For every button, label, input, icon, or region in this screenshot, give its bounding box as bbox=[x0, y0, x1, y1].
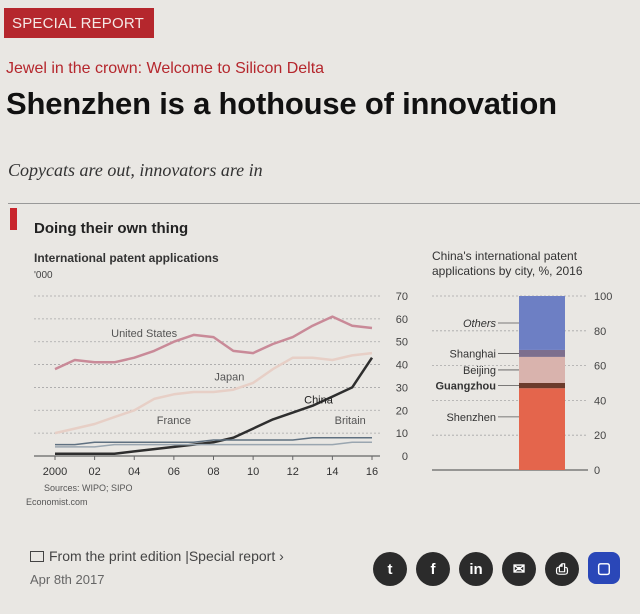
y-tick-label: 50 bbox=[396, 337, 408, 349]
article-headline: Shenzhen is a hothouse of innovation bbox=[6, 86, 557, 121]
x-tick-label: 02 bbox=[89, 466, 101, 478]
email-share-button[interactable]: ✉ bbox=[502, 552, 536, 586]
bar-segment-shenzhen bbox=[519, 388, 565, 470]
x-tick-label: 06 bbox=[168, 466, 180, 478]
bar-tick-label: 0 bbox=[594, 465, 600, 477]
x-tick-label: 04 bbox=[128, 466, 140, 478]
bar-segment-label: Beijing bbox=[463, 365, 496, 377]
chart-brand: Economist.com bbox=[26, 497, 88, 507]
bar-segment-label: Shanghai bbox=[450, 348, 497, 360]
y-tick-label: 10 bbox=[396, 428, 408, 440]
bar-segment-beijing bbox=[519, 356, 565, 383]
print-edition-link[interactable]: From the print edition |Special report › bbox=[30, 548, 284, 564]
series-label: China bbox=[304, 394, 334, 406]
chart-figure: Doing their own thing International paten… bbox=[0, 196, 640, 526]
bar-chart-subtitle-line2: applications by city, %, 2016 bbox=[432, 264, 583, 278]
x-tick-label: 16 bbox=[366, 466, 378, 478]
special-report-link[interactable]: Special report bbox=[188, 548, 276, 564]
facebook-icon: f bbox=[430, 560, 436, 578]
y-tick-label: 40 bbox=[396, 360, 408, 372]
bar-segment-label: Shenzhen bbox=[446, 412, 496, 424]
divider bbox=[8, 203, 640, 204]
bar-segment-guangzhou bbox=[519, 383, 565, 389]
series-label: France bbox=[157, 415, 191, 427]
bar-segment-shanghai bbox=[519, 349, 565, 357]
bar-tick-label: 40 bbox=[594, 395, 606, 407]
bar-tick-label: 100 bbox=[594, 291, 612, 303]
publish-date: Apr 8th 2017 bbox=[30, 572, 105, 587]
x-tick-label: 08 bbox=[207, 466, 219, 478]
bar-chart-subtitle-line1: China's international patent bbox=[432, 249, 578, 263]
share-bar: t f in ✉ ⎙ ▢ bbox=[373, 552, 620, 586]
linkedin-share-button[interactable]: in bbox=[459, 552, 493, 586]
chevron-right-icon: › bbox=[279, 548, 284, 564]
x-tick-label: 14 bbox=[326, 466, 338, 478]
series-label: Britain bbox=[335, 415, 366, 427]
series-line-france bbox=[55, 436, 372, 446]
x-tick-label: 12 bbox=[287, 466, 299, 478]
chart-sources: Sources: WIPO; SIPO bbox=[44, 483, 133, 493]
print-icon: ⎙ bbox=[555, 560, 568, 578]
print-edition-icon bbox=[30, 550, 44, 562]
line-chart-subtitle: International patent applications bbox=[34, 251, 219, 265]
series-line-united-states bbox=[54, 315, 373, 371]
comment-button[interactable]: ▢ bbox=[588, 552, 620, 584]
print-button[interactable]: ⎙ bbox=[545, 552, 579, 586]
y-tick-label: 60 bbox=[396, 314, 408, 326]
y-tick-label: 0 bbox=[402, 451, 408, 463]
x-tick-label: 10 bbox=[247, 466, 259, 478]
article-kicker: Jewel in the crown: Welcome to Silicon D… bbox=[6, 60, 325, 77]
series-label: United States bbox=[111, 328, 178, 340]
bar-tick-label: 20 bbox=[594, 430, 606, 442]
y-tick-label: 70 bbox=[396, 291, 408, 303]
chart-title: Doing their own thing bbox=[34, 220, 188, 237]
y-tick-label: 20 bbox=[396, 405, 408, 417]
chart-svg: Doing their own thing International paten… bbox=[10, 208, 612, 507]
bar-segment-others bbox=[519, 296, 565, 350]
series-line-japan bbox=[54, 351, 373, 435]
footer-separator: | bbox=[185, 548, 189, 564]
bar-tick-label: 60 bbox=[594, 361, 606, 373]
series-line-britain bbox=[55, 441, 372, 448]
line-chart-unit: '000 bbox=[34, 270, 53, 281]
x-tick-label: 2000 bbox=[43, 466, 67, 478]
bar-segment-label: Others bbox=[463, 318, 497, 330]
section-tag[interactable]: SPECIAL REPORT bbox=[4, 8, 155, 38]
panel-accent-bar bbox=[10, 208, 17, 230]
y-tick-label: 30 bbox=[396, 382, 408, 394]
twitter-share-button[interactable]: t bbox=[373, 552, 407, 586]
facebook-share-button[interactable]: f bbox=[416, 552, 450, 586]
twitter-icon: t bbox=[387, 560, 393, 578]
article-standfirst: Copycats are out, innovators are in bbox=[8, 160, 263, 180]
series-line-china bbox=[55, 357, 374, 455]
comment-icon: ▢ bbox=[596, 560, 612, 577]
bar-tick-label: 80 bbox=[594, 326, 606, 338]
linkedin-icon: in bbox=[469, 560, 483, 578]
bar-segment-label: Guangzhou bbox=[436, 381, 497, 393]
print-edition-label[interactable]: From the print edition bbox=[49, 548, 182, 564]
email-icon: ✉ bbox=[512, 561, 526, 578]
series-label: Japan bbox=[214, 372, 244, 384]
